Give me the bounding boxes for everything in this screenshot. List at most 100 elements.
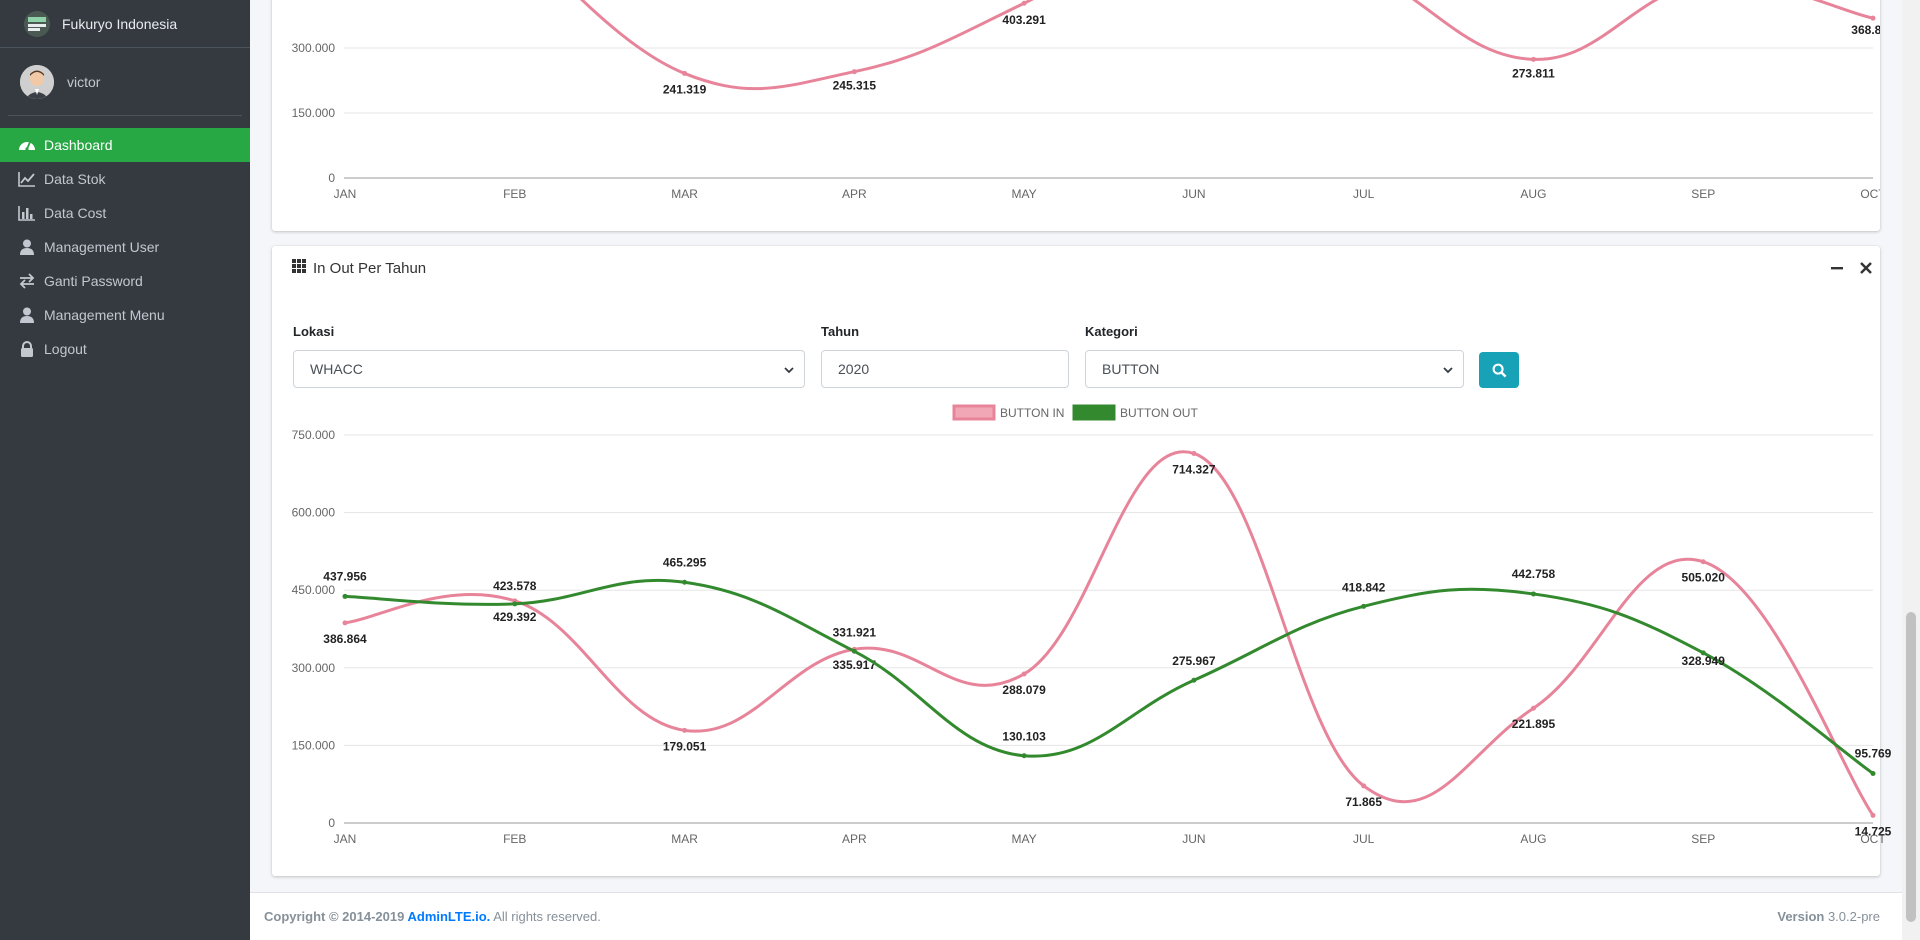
x-tick-label: JAN	[334, 187, 357, 201]
x-tick-label: JUN	[1182, 832, 1205, 846]
y-tick-label: 450.000	[292, 583, 336, 597]
data-point	[1700, 559, 1706, 565]
kategori-select[interactable]: BUTTON	[1085, 350, 1464, 388]
lokasi-value: WHACC	[310, 361, 363, 377]
sidebar: Fukuryo Indonesia victor Dashboard Data …	[0, 0, 250, 940]
sidebar-item-management-user[interactable]: Management User	[0, 230, 250, 264]
x-tick-label: MAR	[671, 832, 698, 846]
top-line-chart: 0 150.000 300.000 JAN FEB MAR APR MAY JUN JUL AUG S…	[292, 0, 1880, 201]
chevron-down-icon	[784, 367, 794, 374]
user-icon	[16, 306, 38, 324]
data-label: 245.315	[833, 79, 877, 93]
x-tick-label: MAY	[1012, 187, 1037, 201]
brand[interactable]: Fukuryo Indonesia	[0, 0, 250, 48]
brand-name: Fukuryo Indonesia	[62, 15, 178, 32]
x-tick-label: JUL	[1353, 832, 1375, 846]
version-value: 3.0.2-pre	[1824, 909, 1880, 924]
y-tick-label: 0	[328, 171, 335, 185]
legend-label-in: BUTTON IN	[1000, 406, 1064, 420]
in-out-line-chart: BUTTON IN BUTTON OUT 0 150.000 300.000 450.00…	[292, 404, 1892, 846]
data-label: 442.758	[1512, 567, 1556, 581]
data-label: 275.967	[1172, 654, 1216, 668]
card-title: In Out Per Tahun	[313, 259, 427, 277]
data-point	[1530, 591, 1536, 597]
minus-icon	[1831, 267, 1843, 270]
y-tick-label: 600.000	[292, 506, 336, 520]
x-tick-label: OCT	[1860, 832, 1886, 846]
data-label: 429.392	[493, 610, 537, 624]
data-label: 465.295	[663, 555, 707, 569]
data-point	[1361, 783, 1367, 789]
x-tick-label: AUG	[1520, 832, 1546, 846]
sidebar-item-label: Ganti Password	[44, 273, 143, 289]
sidebar-item-data-stok[interactable]: Data Stok	[0, 162, 250, 196]
sidebar-item-label: Management Menu	[44, 307, 165, 323]
data-point	[1530, 705, 1536, 711]
sidebar-item-management-menu[interactable]: Management Menu	[0, 298, 250, 332]
copyright-text: Copyright © 2014-2019	[264, 909, 408, 924]
x-tick-label: OCT	[1860, 187, 1880, 201]
data-point	[342, 593, 348, 599]
exchange-icon	[16, 272, 38, 290]
series-line	[344, 578, 1874, 775]
data-point	[682, 727, 688, 733]
kategori-value: BUTTON	[1102, 361, 1160, 377]
x-tick-label: FEB	[503, 187, 526, 201]
data-label: 179.051	[663, 739, 707, 753]
data-point	[342, 620, 348, 626]
x-tick-label: FEB	[503, 832, 526, 846]
sidebar-item-dashboard[interactable]: Dashboard	[0, 128, 250, 162]
data-point	[682, 70, 688, 76]
data-label: 288.079	[1002, 683, 1046, 697]
tahun-input[interactable]: 2020	[821, 350, 1069, 388]
version-label: Version	[1777, 909, 1825, 924]
legend-swatch-in	[952, 404, 996, 421]
legend: BUTTON IN BUTTON OUT	[952, 404, 1198, 421]
grid-icon	[292, 258, 306, 278]
data-point	[1870, 812, 1876, 818]
legend-swatch-out	[1072, 404, 1116, 421]
close-icon	[1860, 262, 1872, 274]
tahun-label: Tahun	[821, 324, 860, 339]
x-tick-label: APR	[842, 832, 867, 846]
remove-button[interactable]	[1856, 258, 1876, 278]
data-label: 328.949	[1682, 654, 1726, 668]
search-button[interactable]	[1479, 352, 1519, 388]
user-panel[interactable]: victor	[8, 48, 242, 116]
data-label: 273.811	[1512, 66, 1555, 80]
y-tick-label: 150.000	[292, 738, 336, 752]
data-point	[1870, 770, 1876, 776]
data-label: 505.020	[1682, 571, 1726, 585]
kategori-label: Kategori	[1085, 324, 1138, 339]
avatar	[20, 64, 54, 99]
main-content: 0 150.000 300.000 JAN FEB MAR APR MAY JUN JUL AUG S…	[250, 0, 1902, 940]
data-label: 221.895	[1512, 717, 1556, 731]
sidebar-item-label: Data Cost	[44, 205, 107, 221]
user-icon	[16, 238, 38, 256]
data-label: 423.578	[493, 579, 537, 593]
card-in-out-per-tahun: In Out Per Tahun Lokasi WHACC Tahun 2020…	[272, 246, 1892, 876]
adminlte-link[interactable]: AdminLTE.io.	[407, 909, 491, 924]
y-tick-label: 750.000	[292, 428, 336, 442]
data-label: 368.839	[1851, 23, 1880, 37]
sidebar-item-label: Management User	[44, 239, 160, 255]
y-tick-label: 300.000	[292, 661, 336, 675]
rights-text: All rights reserved.	[490, 909, 601, 924]
data-label: 130.103	[1002, 730, 1046, 744]
sidebar-item-logout[interactable]: Logout	[0, 332, 250, 366]
sidebar-item-data-cost[interactable]: Data Cost	[0, 196, 250, 230]
data-point	[1361, 603, 1367, 609]
data-label: 71.865	[1345, 795, 1382, 809]
lokasi-select[interactable]: WHACC	[293, 350, 805, 388]
data-label: 418.842	[1342, 580, 1386, 594]
data-point	[1191, 677, 1197, 683]
data-label: 331.921	[833, 625, 877, 639]
collapse-button[interactable]	[1827, 258, 1847, 278]
footer-copyright: Copyright © 2014-2019 AdminLTE.io. All r…	[264, 909, 601, 924]
sidebar-item-ganti-password[interactable]: Ganti Password	[0, 264, 250, 298]
data-label: 437.956	[323, 569, 367, 583]
scrollbar[interactable]	[1902, 0, 1920, 940]
data-point	[1021, 0, 1027, 6]
scrollbar-thumb[interactable]	[1906, 612, 1916, 922]
data-label: 14.725	[1855, 824, 1892, 838]
